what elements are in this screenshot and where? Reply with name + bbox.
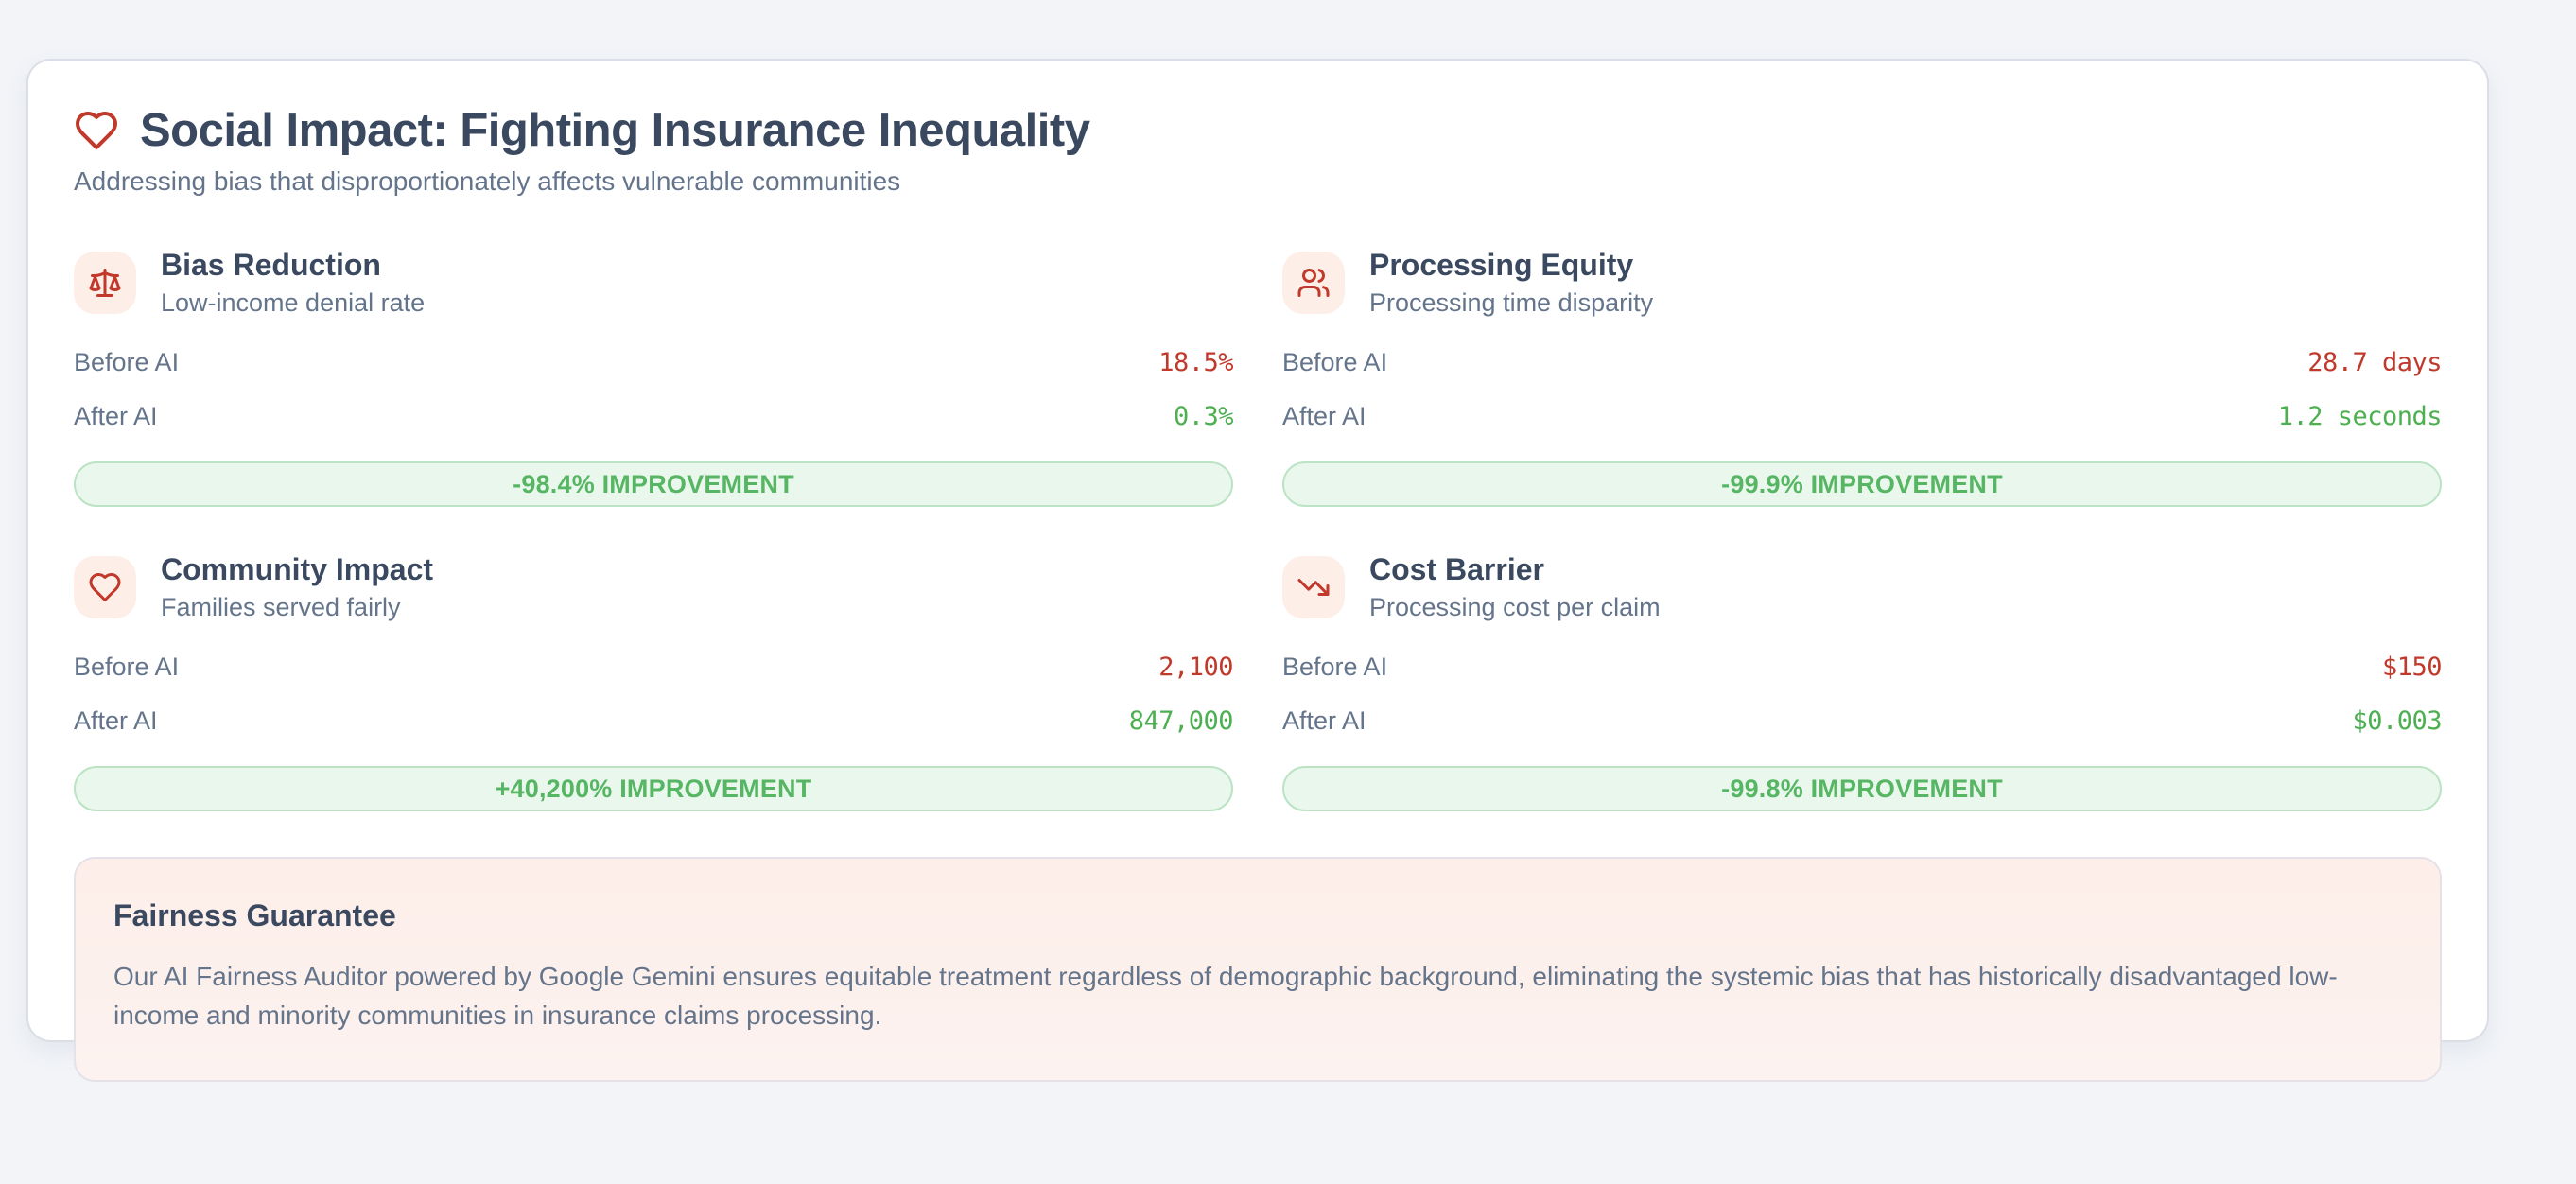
fairness-guarantee-panel: Fairness Guarantee Our AI Fairness Audit… bbox=[74, 857, 2442, 1083]
before-ai-row: Before AI 28.7 days bbox=[1282, 339, 2442, 387]
improvement-badge: -99.8% IMPROVEMENT bbox=[1282, 766, 2442, 811]
after-ai-label: After AI bbox=[74, 402, 158, 430]
scale-icon bbox=[74, 252, 136, 314]
after-ai-label: After AI bbox=[1282, 402, 1366, 430]
before-ai-label: Before AI bbox=[1282, 653, 1388, 681]
metric-subtitle: Families served fairly bbox=[161, 593, 401, 621]
before-ai-label: Before AI bbox=[74, 653, 180, 681]
before-ai-value: 28.7 days bbox=[2307, 348, 2442, 377]
after-ai-row: After AI 0.3% bbox=[74, 392, 1234, 441]
page-subtitle: Addressing bias that disproportionately … bbox=[74, 166, 901, 196]
after-ai-row: After AI $0.003 bbox=[1282, 697, 2442, 745]
metric-title: Community Impact bbox=[161, 552, 434, 586]
metrics-grid: Bias Reduction Low-income denial rate Be… bbox=[74, 248, 2443, 811]
metric-title: Bias Reduction bbox=[161, 248, 381, 282]
heart-icon bbox=[74, 556, 136, 618]
heart-icon bbox=[76, 112, 117, 149]
after-ai-row: After AI 847,000 bbox=[74, 697, 1234, 745]
users-icon bbox=[1282, 252, 1345, 314]
after-ai-value: $0.003 bbox=[2352, 706, 2442, 736]
before-ai-row: Before AI 18.5% bbox=[74, 339, 1233, 387]
before-ai-row: Before AI 2,100 bbox=[74, 643, 1233, 691]
after-ai-value: 1.2 seconds bbox=[2277, 402, 2443, 431]
metric-title: Cost Barrier bbox=[1369, 552, 1544, 586]
card-header: Social Impact: Fighting Insurance Inequa… bbox=[74, 104, 2442, 157]
metric-card-bias-reduction: Bias Reduction Low-income denial rate Be… bbox=[74, 248, 1234, 507]
before-ai-row: Before AI $150 bbox=[1282, 643, 2443, 691]
fairness-title: Fairness Guarantee bbox=[113, 898, 396, 932]
metric-titles: Cost Barrier Processing cost per claim bbox=[1369, 552, 1661, 622]
social-impact-card: Social Impact: Fighting Insurance Inequa… bbox=[26, 59, 2489, 1083]
before-ai-value: 2,100 bbox=[1158, 653, 1233, 682]
after-ai-value: 847,000 bbox=[1128, 706, 1234, 736]
metric-subtitle: Processing cost per claim bbox=[1369, 593, 1661, 621]
metric-card-cost-barrier: Cost Barrier Processing cost per claim B… bbox=[1282, 552, 2443, 811]
metric-card-processing-equity: Processing Equity Processing time dispar… bbox=[1282, 248, 2443, 507]
before-ai-value: 18.5% bbox=[1158, 348, 1233, 377]
improvement-badge: -99.9% IMPROVEMENT bbox=[1282, 461, 2442, 507]
metric-titles: Processing Equity Processing time dispar… bbox=[1369, 248, 1653, 318]
metric-title: Processing Equity bbox=[1369, 248, 1634, 282]
metric-header: Cost Barrier Processing cost per claim bbox=[1282, 552, 2442, 622]
before-ai-label: Before AI bbox=[74, 348, 180, 376]
metric-subtitle: Processing time disparity bbox=[1369, 288, 1654, 317]
metric-titles: Bias Reduction Low-income denial rate bbox=[161, 248, 425, 318]
metric-header: Processing Equity Processing time dispar… bbox=[1282, 248, 2442, 318]
improvement-badge: +40,200% IMPROVEMENT bbox=[74, 766, 1233, 811]
metric-card-community-impact: Community Impact Families served fairly … bbox=[74, 552, 1234, 811]
metric-header: Community Impact Families served fairly bbox=[74, 552, 1233, 622]
before-ai-value: $150 bbox=[2381, 653, 2443, 682]
metric-titles: Community Impact Families served fairly bbox=[161, 552, 433, 622]
before-ai-label: Before AI bbox=[1282, 348, 1388, 376]
after-ai-value: 0.3% bbox=[1173, 402, 1234, 431]
after-ai-row: After AI 1.2 seconds bbox=[1282, 392, 2443, 441]
metric-subtitle: Low-income denial rate bbox=[161, 288, 426, 317]
improvement-badge: -98.4% IMPROVEMENT bbox=[74, 461, 1233, 507]
after-ai-label: After AI bbox=[1282, 706, 1366, 735]
trending-down-icon bbox=[1282, 556, 1345, 618]
metric-header: Bias Reduction Low-income denial rate bbox=[74, 248, 1233, 318]
fairness-body: Our AI Fairness Auditor powered by Googl… bbox=[113, 962, 2338, 1030]
page-title: Social Impact: Fighting Insurance Inequa… bbox=[140, 105, 1090, 156]
after-ai-label: After AI bbox=[74, 706, 158, 735]
